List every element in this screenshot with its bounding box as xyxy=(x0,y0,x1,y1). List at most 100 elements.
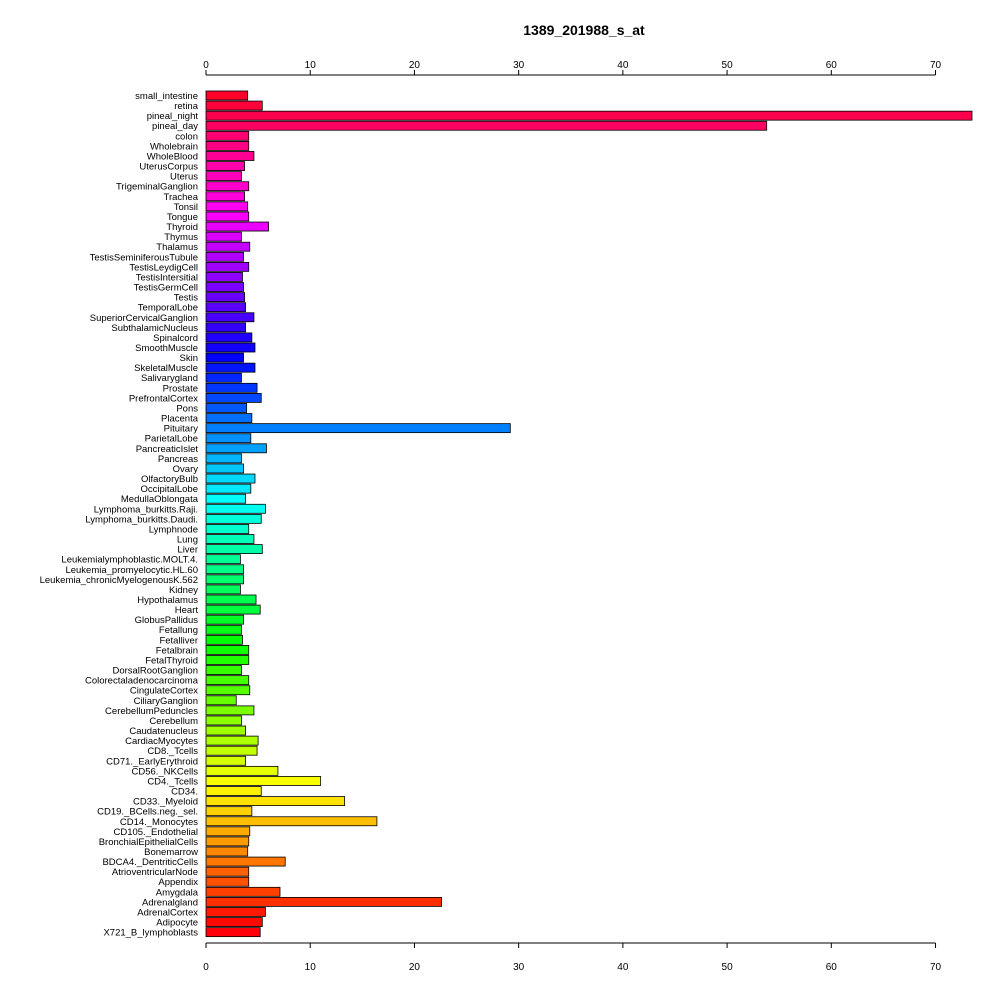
category-label: Caudatenucleus xyxy=(129,726,198,737)
category-label: CD19._BCells.neg._sel. xyxy=(97,807,198,818)
bar xyxy=(205,463,244,474)
category-label: BronchialEpithelialCells xyxy=(99,837,199,848)
bar xyxy=(205,151,255,161)
bar xyxy=(205,554,241,565)
bottom-tick-label: 20 xyxy=(409,962,421,973)
bar xyxy=(205,241,251,252)
category-label: X721_B_lymphoblasts xyxy=(103,928,198,939)
bottom-tick-label: 30 xyxy=(513,962,525,973)
bar xyxy=(205,604,261,615)
category-label: Thymus xyxy=(164,232,198,243)
bar xyxy=(205,665,242,675)
bar xyxy=(205,816,378,827)
category-label: CD4._Tcells xyxy=(147,776,198,787)
category-label: CardiacMyocytes xyxy=(125,736,198,747)
bar xyxy=(205,614,244,625)
bar xyxy=(205,705,255,716)
bar xyxy=(205,725,247,736)
bars-group xyxy=(205,90,973,938)
category-label: Liver xyxy=(177,545,198,556)
category-label: DorsalRootGanglion xyxy=(112,666,198,677)
bar xyxy=(205,130,250,141)
category-label: Trachea xyxy=(164,192,199,203)
category-labels: small_intestineretinapineal_nightpineal_… xyxy=(40,91,199,939)
category-label: Ovary xyxy=(173,464,199,475)
bar xyxy=(205,120,768,131)
x-axis-top: 0 10 20 30 40 50 60 70 xyxy=(203,60,942,76)
category-label: AtrioventricularNode xyxy=(112,867,198,878)
category-label: Lymphoma_burkitts.Daudi. xyxy=(85,514,198,525)
category-label: Cerebellum xyxy=(149,716,198,727)
category-label: Fetallung xyxy=(159,625,198,636)
bar xyxy=(205,776,322,786)
bar xyxy=(205,524,250,534)
bar xyxy=(205,342,256,353)
category-label: Lymphoma_burkitts.Raji. xyxy=(94,504,198,515)
category-label: Pons xyxy=(176,403,198,414)
bar xyxy=(205,292,245,303)
category-label: Uterus xyxy=(170,172,198,183)
top-tick-label: 70 xyxy=(930,60,942,71)
bar xyxy=(205,181,250,192)
category-label: SuperiorCervicalGanglion xyxy=(90,313,198,324)
category-label: colon xyxy=(175,131,198,142)
category-label: Lymphnode xyxy=(149,524,198,535)
bar xyxy=(205,715,242,726)
category-label: Testis xyxy=(174,293,199,304)
bar xyxy=(205,876,250,887)
bar xyxy=(205,735,259,746)
bar xyxy=(205,564,244,575)
bar xyxy=(205,201,249,212)
category-label: Tongue xyxy=(167,212,198,223)
bar xyxy=(205,685,251,696)
top-tick-label: 40 xyxy=(617,60,629,71)
bar xyxy=(205,806,253,817)
top-tick-label: 30 xyxy=(513,60,525,71)
bar xyxy=(205,261,250,272)
bar xyxy=(205,302,247,313)
bar xyxy=(205,443,267,454)
category-label: Hypothalamus xyxy=(137,595,198,606)
category-label: Tonsil xyxy=(174,202,198,213)
category-label: CD14._Monocytes xyxy=(120,817,198,828)
bar xyxy=(205,100,263,111)
category-label: CiliaryGanglion xyxy=(134,696,198,707)
bar xyxy=(205,251,244,262)
category-label: retina xyxy=(174,101,198,112)
category-label: small_intestine xyxy=(135,91,198,102)
category-label: TemporalLobe xyxy=(138,303,198,314)
bar xyxy=(205,574,244,585)
category-label: PancreaticIslet xyxy=(136,444,199,455)
top-tick-label: 60 xyxy=(826,60,838,71)
bar xyxy=(205,886,281,897)
bar xyxy=(205,282,244,292)
bar xyxy=(205,675,250,686)
category-label: CD56._NKCells xyxy=(131,766,198,777)
category-label: CD33._Myeloid xyxy=(133,797,198,808)
bar xyxy=(205,483,252,494)
bar xyxy=(205,423,511,434)
category-label: OccipitalLobe xyxy=(140,484,198,495)
bar xyxy=(205,856,286,867)
bar xyxy=(205,90,249,101)
bar xyxy=(205,140,250,151)
bar xyxy=(205,221,269,232)
bar xyxy=(205,765,279,776)
bar xyxy=(205,634,243,645)
category-label: BDCA4._DentriticCells xyxy=(102,857,198,868)
bar xyxy=(205,312,255,323)
category-label: SubthalamicNucleus xyxy=(111,323,198,334)
category-label: PrefrontalCortex xyxy=(129,393,198,404)
bar xyxy=(205,513,262,524)
bar xyxy=(205,645,250,655)
bottom-tick-label: 40 xyxy=(617,962,629,973)
bottom-tick-label: 10 xyxy=(305,962,317,973)
category-label: CingulateCortex xyxy=(130,686,198,697)
category-label: MedullaOblongata xyxy=(121,494,199,505)
category-label: Leukemia_promyelocytic.HL.60 xyxy=(65,565,198,576)
bar xyxy=(205,372,242,383)
bar xyxy=(205,403,248,413)
bar xyxy=(205,655,250,665)
bar xyxy=(205,392,262,403)
category-label: FetalThyroid xyxy=(145,655,198,666)
